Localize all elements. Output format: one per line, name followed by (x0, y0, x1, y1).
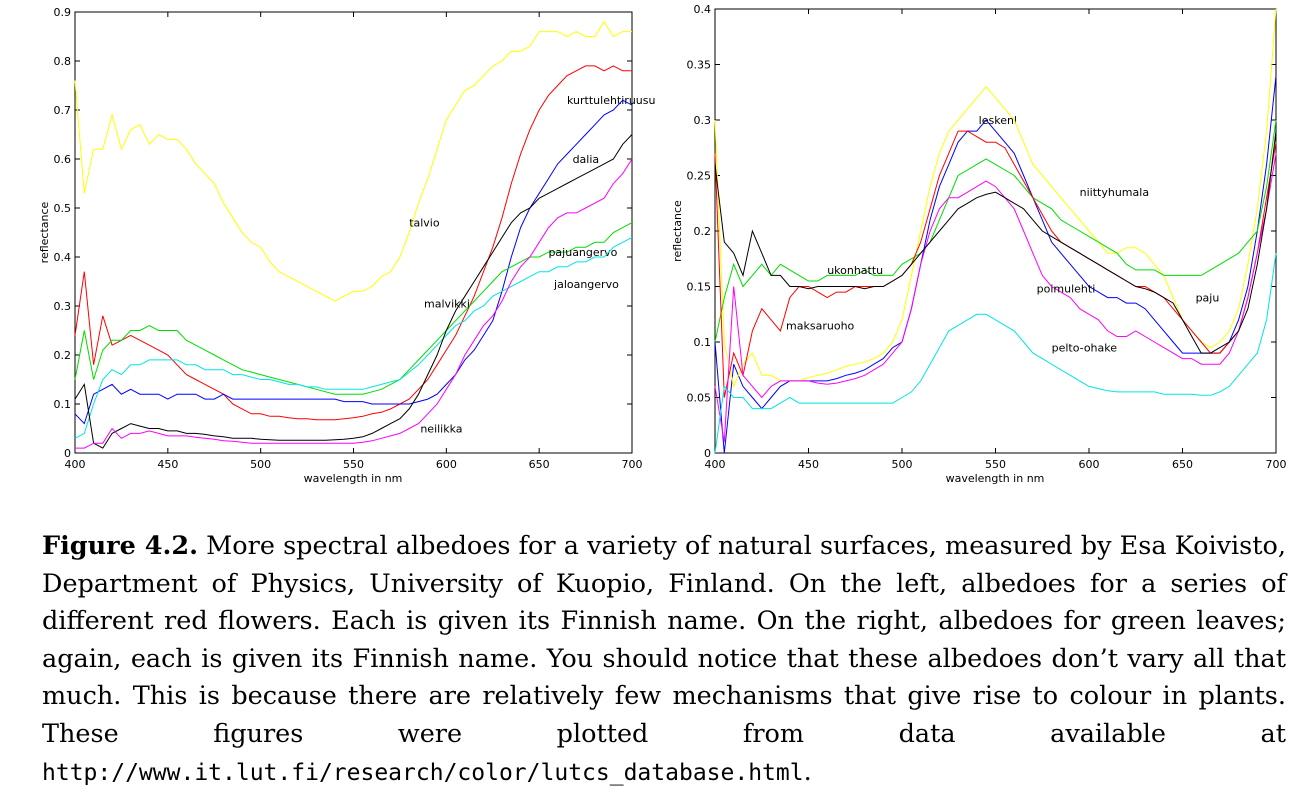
right-y-tick-label: 0.3 (694, 114, 712, 127)
right-x-tick-label: 700 (1266, 458, 1287, 471)
right-chart-leaves: 400 450 500 550 600 650 700 0 0.05 0.1 0.15 0.2 0.25… (671, 3, 1287, 485)
left-x-tick-label: 500 (250, 458, 271, 471)
caption-end: . (803, 756, 812, 787)
right-series-label-leskenl: leskenl (979, 114, 1017, 127)
left-x-tick-label: 600 (436, 458, 457, 471)
left-y-tick-label: 0.5 (54, 202, 72, 215)
left-series-label-malvikki: malvikki (424, 298, 470, 311)
right-y-tick-label: 0.35 (687, 59, 712, 72)
left-series-label-neilikka: neilikka (420, 423, 462, 436)
left-y-tick-label: 0.8 (54, 55, 72, 68)
right-x-tick-label: 400 (705, 458, 726, 471)
left-series-line-malvikki (74, 134, 633, 449)
left-series-label-kurttulehtiruusu: kurttulehtiruusu (567, 94, 655, 107)
right-x-tick-label: 500 (892, 458, 913, 471)
left-series-line-neilikka (75, 158, 633, 449)
left-y-tick-label: 0.6 (54, 153, 72, 166)
right-series-line-maksaruoho (714, 130, 1277, 398)
left-x-tick-label: 550 (343, 458, 364, 471)
caption-label: Figure 4.2. (42, 531, 198, 561)
left-series-line-talvio (74, 20, 632, 302)
left-y-tick-label: 0.9 (54, 6, 72, 19)
right-series-line-paju (714, 131, 1277, 354)
right-x-tick-label: 600 (1079, 458, 1100, 471)
right-series-label-niittyhumala: niittyhumala (1080, 186, 1149, 199)
right-series-label-pelto-ohake: pelto-ohake (1052, 342, 1118, 355)
left-x-tick-label: 700 (622, 458, 643, 471)
right-x-tick-label: 650 (1172, 458, 1193, 471)
right-y-tick-label: 0.1 (694, 336, 712, 349)
right-series-label-ukonhattu: ukonhattu (827, 264, 883, 277)
right-series-line-poimulehti (714, 153, 1277, 442)
left-x-tick-label: 400 (65, 458, 86, 471)
right-y-tick-label: 0.15 (687, 281, 712, 294)
left-y-tick-label: 0.4 (54, 251, 72, 264)
figure-caption: Figure 4.2. More spectral albedoes for a… (42, 528, 1286, 792)
right-series-label-poimulehti: poimulehti (1037, 283, 1096, 296)
left-y-tick-label: 0.3 (54, 300, 72, 313)
right-x-tick-label: 450 (798, 458, 819, 471)
caption-url: http://www.it.lut.fi/research/color/lutc… (42, 759, 804, 786)
left-x-tick-label: 650 (529, 458, 550, 471)
right-y-axis-label: reflectance (671, 200, 684, 262)
left-series-line-kurttulehtiruusu (74, 65, 632, 421)
left-series-label-dalia: dalia (573, 153, 600, 166)
right-series-line-ukonhattu (714, 119, 1277, 343)
right-y-tick-label: 0.4 (694, 3, 712, 16)
right-series-label-maksaruoho: maksaruoho (786, 319, 854, 332)
left-y-axis-label: reflectance (38, 201, 51, 263)
left-y-tick-label: 0 (64, 447, 71, 460)
left-y-tick-label: 0.2 (54, 349, 72, 362)
figure: 400 450 500 550 600 650 700 0 0.1 0.2 0.3 0.4 0.5 0.6… (38, 3, 1287, 485)
left-chart-flowers: 400 450 500 550 600 650 700 0 0.1 0.2 0.3 0.4 0.5 0.6… (38, 6, 655, 485)
left-x-axis-label: wavelength in nm (304, 472, 403, 485)
right-y-tick-label: 0.05 (687, 392, 712, 405)
left-y-tick-label: 0.7 (54, 104, 72, 117)
right-x-tick-label: 550 (985, 458, 1006, 471)
right-series-line-pelto-ohake (714, 253, 1277, 454)
right-y-tick-label: 0 (704, 447, 711, 460)
right-plot-frame (714, 8, 1277, 454)
left-x-tick-label: 450 (157, 458, 178, 471)
right-y-tick-label: 0.2 (694, 225, 712, 238)
left-series-line-pajuangervo (74, 222, 633, 395)
left-series-line-dalia (74, 99, 633, 425)
left-plot-frame (74, 11, 633, 454)
right-series-line-leskenl (714, 75, 1277, 454)
left-series-line-jaloangervo (74, 236, 633, 439)
left-y-tick-label: 0.1 (54, 398, 72, 411)
left-series-label-talvio: talvio (409, 217, 440, 230)
right-series-label-paju: paju (1196, 292, 1220, 305)
right-x-axis-label: wavelength in nm (946, 472, 1045, 485)
left-series-label-jaloangervo: jaloangervo (553, 278, 619, 291)
left-series-label-pajuangervo: pajuangervo (548, 246, 617, 259)
right-y-tick-label: 0.25 (687, 170, 712, 183)
caption-text: More spectral albedoes for a variety of … (42, 531, 1286, 749)
